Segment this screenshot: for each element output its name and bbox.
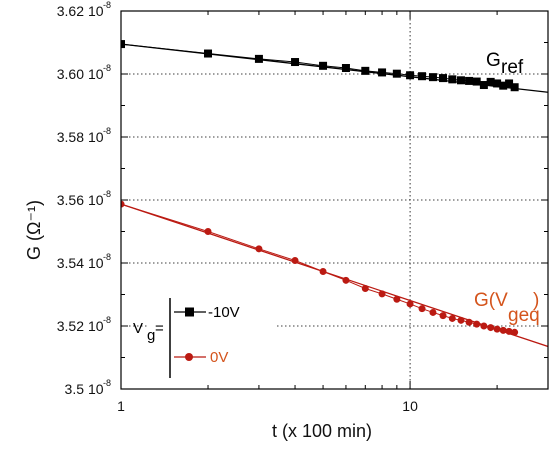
y-tick-base: 10 (88, 66, 104, 82)
data-point-0v (361, 285, 369, 293)
data-point-neg10v (472, 77, 481, 86)
y-tick-exponent: -8 (103, 315, 111, 325)
data-point-neg10v (418, 72, 427, 81)
data-point-0v (493, 325, 501, 333)
data-point-neg10v (121, 40, 125, 49)
legend-marker-neg10v (185, 307, 194, 317)
y-tick-base: 10 (88, 318, 104, 334)
legend-label-0v: 0V (210, 349, 228, 366)
x-axis-title: t (x 100 min) (272, 421, 372, 441)
data-point-0v (291, 256, 299, 264)
data-point-neg10v (499, 81, 508, 90)
annotation-gref-main: G (486, 50, 501, 71)
annotation-gveq-pre: G(V (474, 290, 508, 311)
data-point-0v (429, 308, 437, 316)
y-tick-exponent: -8 (103, 63, 111, 73)
annotation-gref: G ref (486, 50, 524, 78)
y-tick-base: 10 (88, 255, 104, 271)
legend-label-neg10v: -10V (208, 304, 240, 321)
annotation-gveq: G(V geq ) (474, 290, 540, 326)
data-point-neg10v (204, 49, 213, 58)
data-point-neg10v (493, 79, 502, 88)
data-point-0v (406, 300, 414, 308)
data-point-neg10v (456, 76, 465, 85)
y-tick-exponent: -8 (103, 0, 111, 10)
data-point-neg10v (361, 66, 370, 75)
tick-labels: 3.5 10 -83.52 10 -83.54 10 -83.56 10 -83.58 10 -83… (57, 0, 418, 414)
axis-ticks (120, 10, 549, 390)
data-point-neg10v (378, 68, 387, 77)
y-tick-label: 3.58 (57, 129, 84, 145)
data-point-0v (121, 200, 125, 208)
y-tick-base: 10 (88, 381, 104, 397)
data-point-0v (473, 320, 481, 328)
data-point-neg10v (319, 61, 328, 70)
annotation-gveq-sub: geq (508, 305, 540, 326)
annotation-gref-sub: ref (501, 57, 524, 78)
data-point-0v (393, 295, 401, 303)
grid (121, 11, 548, 389)
legend-symbol: V (133, 320, 143, 337)
y-tick-label: 3.60 (57, 66, 84, 82)
legend-marker-0v (185, 353, 193, 361)
data-point-0v (378, 290, 386, 298)
data-point-0v (487, 324, 495, 332)
data-point-0v (204, 228, 212, 235)
y-tick-label: 3.54 (57, 255, 84, 271)
y-tick-exponent: -8 (103, 378, 111, 388)
data-point-0v (342, 276, 350, 284)
data-point-0v (418, 305, 426, 313)
y-tick-base: 10 (88, 192, 104, 208)
x-tick-label: 10 (402, 398, 418, 414)
legend-equals: = (155, 320, 164, 337)
y-tick-label: 3.5 (65, 381, 85, 397)
data-point-neg10v (465, 76, 474, 85)
y-tick-exponent: -8 (103, 126, 111, 136)
y-axis-title: G (Ω⁻¹) (24, 200, 44, 260)
y-tick-label: 3.56 (57, 192, 84, 208)
data-point-0v (505, 327, 513, 335)
data-point-neg10v (439, 74, 448, 83)
y-tick-exponent: -8 (103, 189, 111, 199)
data-point-0v (319, 268, 327, 276)
data-point-neg10v (341, 64, 350, 73)
annotation-gveq-post: ) (533, 290, 539, 311)
data-point-0v (457, 316, 465, 324)
y-tick-exponent: -8 (103, 252, 111, 262)
legend-symbol-sub: g (147, 327, 155, 344)
y-tick-label: 3.52 (57, 318, 84, 334)
x-tick-label: 1 (117, 398, 125, 414)
data-point-neg10v (392, 69, 401, 78)
data-point-neg10v (254, 54, 263, 63)
data-point-0v (511, 328, 519, 336)
series-group (121, 40, 519, 336)
data-point-0v (448, 314, 456, 322)
data-point-0v (480, 322, 488, 330)
data-point-neg10v (406, 71, 415, 80)
data-point-0v (439, 312, 447, 320)
data-point-neg10v (428, 73, 437, 82)
data-point-0v (255, 245, 263, 253)
data-point-0v (499, 326, 507, 334)
y-tick-label: 3.62 (57, 3, 84, 19)
data-point-neg10v (505, 79, 514, 88)
data-point-neg10v (479, 81, 488, 90)
legend: V g = -10V 0V (133, 280, 276, 378)
y-tick-base: 10 (88, 3, 104, 19)
y-tick-base: 10 (88, 129, 104, 145)
data-point-neg10v (291, 58, 300, 67)
data-point-neg10v (448, 75, 457, 84)
data-point-neg10v (486, 77, 495, 86)
data-point-neg10v (510, 83, 519, 92)
data-point-0v (465, 318, 473, 326)
